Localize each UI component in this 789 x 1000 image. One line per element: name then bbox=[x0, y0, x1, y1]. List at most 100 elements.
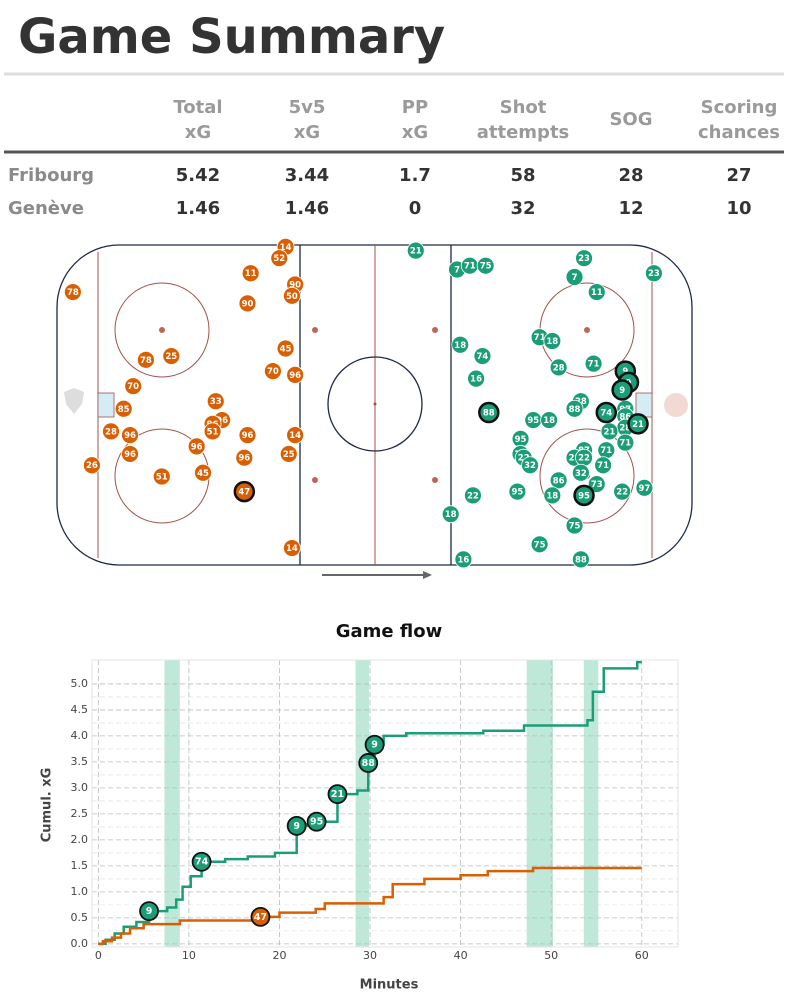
shot-marker bbox=[565, 516, 584, 535]
shot-player: 86 bbox=[619, 412, 631, 422]
shot-player: 96 bbox=[191, 442, 203, 452]
shot-player: 47 bbox=[238, 488, 250, 498]
shot-player: 23 bbox=[578, 254, 590, 264]
table-cell: 0 bbox=[409, 198, 422, 219]
goal-marker bbox=[139, 901, 159, 922]
shot-player: 96 bbox=[124, 450, 136, 460]
shot-player: 18 bbox=[546, 491, 558, 501]
shot-marker bbox=[235, 448, 254, 467]
shot-player: 86 bbox=[553, 476, 565, 486]
dot bbox=[373, 402, 377, 406]
shot-player: 32 bbox=[524, 461, 536, 471]
x-axis-label: Minutes bbox=[360, 978, 419, 993]
shot-marker bbox=[152, 467, 171, 486]
shot-marker bbox=[63, 283, 82, 301]
power-play-band bbox=[355, 660, 370, 947]
shot-marker bbox=[283, 539, 301, 557]
shot-marker bbox=[464, 486, 482, 505]
x-tick-label: 30 bbox=[363, 949, 377, 962]
column-header: Shot bbox=[500, 97, 547, 118]
shot-player: 9 bbox=[622, 367, 628, 377]
table-cell: 32 bbox=[510, 198, 535, 219]
goal-marker bbox=[233, 480, 256, 503]
chart-title: Game flow bbox=[336, 621, 443, 642]
goal-marker bbox=[286, 815, 307, 836]
shot-player: 21 bbox=[604, 427, 616, 437]
shot-player: 45 bbox=[197, 469, 209, 479]
plot-frame bbox=[91, 659, 679, 948]
shot-player: 25 bbox=[165, 352, 177, 362]
shot-marker bbox=[543, 332, 562, 350]
shot-player: 50 bbox=[286, 292, 298, 302]
shot-marker bbox=[543, 486, 562, 505]
y-tick-label: 2.0 bbox=[71, 833, 89, 846]
shot-marker bbox=[587, 283, 606, 301]
shot-player: 9 bbox=[619, 386, 625, 396]
shot-player: 14 bbox=[289, 431, 301, 441]
shot-player: 11 bbox=[245, 269, 257, 279]
shot-player: 18 bbox=[454, 341, 466, 351]
shot-player: 22 bbox=[616, 488, 628, 498]
table-cell: 3.44 bbox=[285, 165, 329, 186]
column-header: PP bbox=[402, 97, 428, 118]
goal-marker bbox=[250, 906, 271, 927]
x-tick-label: 20 bbox=[272, 949, 286, 962]
shot-marker bbox=[279, 445, 298, 463]
table-cell: 1.7 bbox=[399, 165, 431, 186]
shot-player: 45 bbox=[280, 345, 292, 355]
shot-marker bbox=[613, 482, 632, 501]
shot-player: 51 bbox=[207, 427, 219, 437]
shot-player: 75 bbox=[534, 540, 546, 550]
shot-marker bbox=[521, 456, 539, 475]
shot-marker bbox=[616, 433, 635, 452]
shot-player: 21 bbox=[410, 247, 422, 257]
x-tick-label: 50 bbox=[544, 949, 558, 962]
shot-marker bbox=[83, 456, 101, 475]
shot-player: 28 bbox=[569, 454, 581, 464]
shot-player: 97 bbox=[638, 484, 650, 494]
shot-player: 95 bbox=[578, 491, 590, 501]
shot-player: 95 bbox=[515, 435, 527, 445]
shot-marker bbox=[286, 426, 305, 445]
y-axis-label: Cumul. xG bbox=[40, 768, 55, 843]
goal-marker bbox=[364, 734, 385, 755]
shot-player: 51 bbox=[156, 473, 168, 483]
y-tick-label: 0.5 bbox=[71, 911, 89, 924]
shot-marker bbox=[476, 256, 495, 275]
xg-line bbox=[98, 866, 642, 946]
shot-player: 21 bbox=[632, 420, 644, 430]
shot-marker bbox=[206, 392, 225, 411]
shot-player: 96 bbox=[124, 431, 136, 441]
shot-marker bbox=[286, 365, 305, 384]
shot-marker bbox=[124, 377, 143, 396]
shot-player: 71 bbox=[619, 439, 631, 449]
shot-marker bbox=[121, 445, 139, 463]
y-tick-label: 3.0 bbox=[71, 781, 89, 794]
goal-player: 21 bbox=[331, 789, 344, 800]
shot-player: 22 bbox=[467, 491, 479, 501]
shot-player: 18 bbox=[546, 337, 558, 347]
shot-player: 96 bbox=[289, 371, 301, 381]
shot-player: 70 bbox=[267, 367, 279, 377]
shot-marker bbox=[187, 437, 206, 456]
shot-player: 78 bbox=[140, 356, 152, 366]
shot-player: 71 bbox=[464, 262, 476, 272]
y-tick-label: 1.0 bbox=[71, 885, 89, 898]
shot-player: 26 bbox=[86, 461, 98, 471]
y-tick-label: 2.5 bbox=[71, 807, 89, 820]
shot-player: 85 bbox=[118, 405, 130, 415]
shot-player: 96 bbox=[238, 454, 250, 464]
column-header: chances bbox=[698, 122, 780, 143]
shot-player: 33 bbox=[210, 397, 222, 407]
x-tick-label: 40 bbox=[454, 949, 468, 962]
faceoff-circle bbox=[539, 428, 635, 524]
goal-marker bbox=[627, 413, 649, 435]
row-label: Fribourg bbox=[8, 165, 94, 186]
shots: 2177175237231118747118162871288897862895… bbox=[63, 237, 663, 569]
shot-player: 28 bbox=[619, 424, 631, 434]
column-header: 5v5 bbox=[289, 97, 326, 118]
shot-marker bbox=[575, 249, 593, 268]
shot-player: 74 bbox=[600, 409, 612, 419]
goal-player: 95 bbox=[310, 817, 323, 828]
